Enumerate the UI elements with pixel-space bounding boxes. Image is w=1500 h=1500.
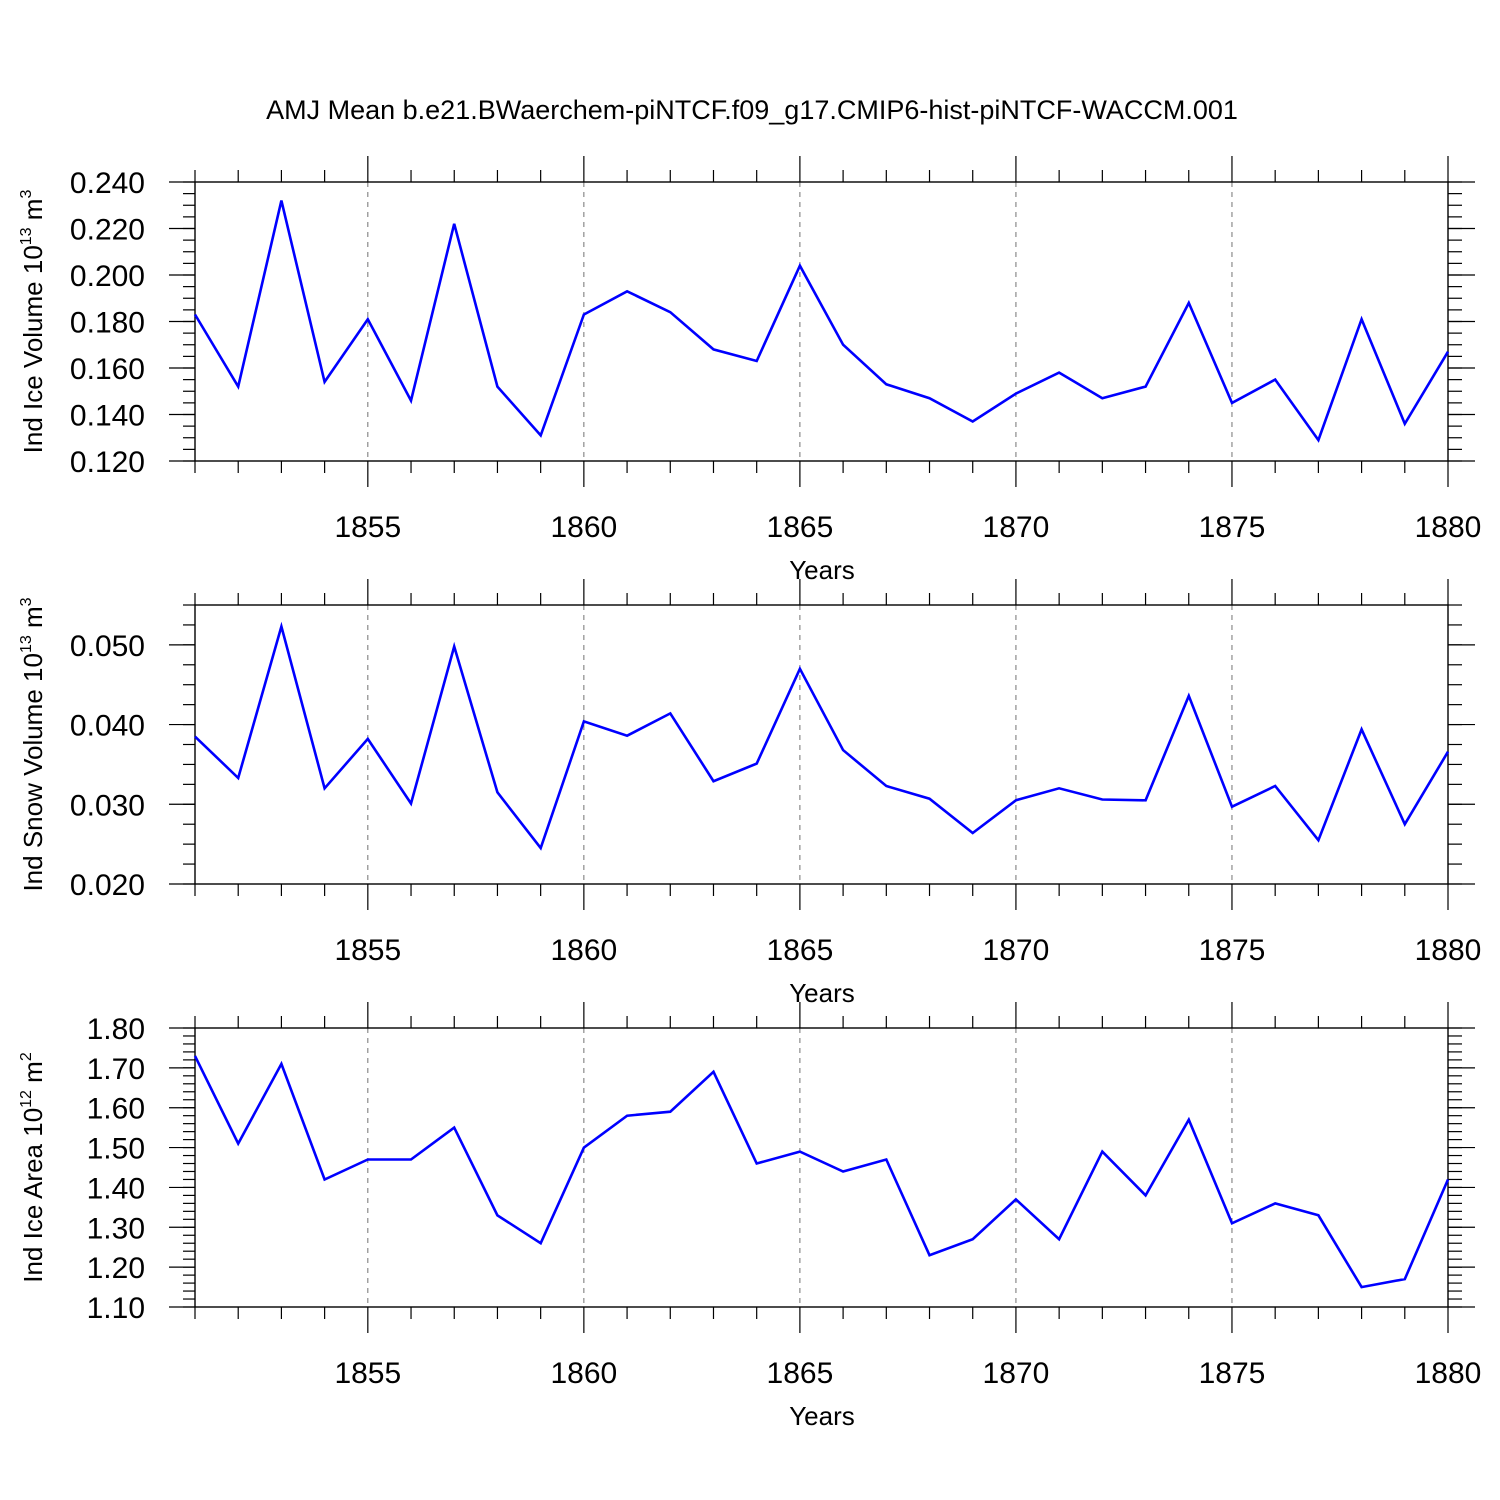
chart-panel-1: 1855 1860 1865 1870 1875 1880 0.120 0.140 0.160 0… — [18, 156, 1481, 585]
y-axis-label-exponent: 13 — [18, 635, 35, 653]
x-tick-label: 1860 — [550, 934, 617, 967]
x-tick-label: 1870 — [983, 511, 1050, 544]
y-tick-label: 0.030 — [70, 789, 145, 822]
y-axis-label: Ind Snow Volume 1013 m3 — [18, 597, 48, 891]
x-axis-label: Years — [789, 1401, 855, 1431]
y-axis-label-unit-exponent: 2 — [18, 1052, 35, 1061]
plot-frame — [194, 604, 1449, 885]
panels: 1855 1860 1865 1870 1875 1880 0.120 0.140 0.160 0… — [18, 156, 1481, 1431]
x-axis-label: Years — [789, 978, 855, 1008]
y-axis-label: Ind Ice Volume 1013 m3 — [18, 190, 48, 454]
y-tick-label: 0.180 — [70, 307, 145, 340]
y-tick-label: 0.240 — [70, 167, 145, 200]
y-axis-label-unit-exponent: 3 — [18, 597, 35, 606]
x-tick-label: 1860 — [550, 511, 617, 544]
x-tick-label: 1865 — [767, 511, 834, 544]
x-tick-label: 1875 — [1199, 511, 1266, 544]
x-tick-label: 1855 — [334, 511, 401, 544]
y-axis-label-unit-exponent: 3 — [18, 190, 35, 199]
plot-frame — [194, 181, 1449, 462]
y-axis-label-main: Ind Ice Volume 10 — [18, 245, 48, 453]
y-axis-label-exponent: 13 — [18, 227, 35, 245]
x-tick-label: 1875 — [1199, 934, 1266, 967]
y-tick-label: 1.80 — [87, 1013, 145, 1046]
y-tick-label: 0.160 — [70, 353, 145, 386]
y-tick-label: 0.220 — [70, 214, 145, 247]
y-tick-label: 0.050 — [70, 630, 145, 663]
x-tick-label: 1855 — [334, 1357, 401, 1390]
data-line — [193, 1055, 1450, 1289]
y-axis-label-main: Ind Snow Volume 10 — [18, 653, 48, 892]
y-axis-label: Ind Ice Area 1012 m2 — [18, 1052, 48, 1283]
figure-title: AMJ Mean b.e21.BWaerchem-piNTCF.f09_g17.… — [266, 95, 1238, 125]
y-tick-label: 1.10 — [87, 1292, 145, 1325]
x-tick-label: 1855 — [334, 934, 401, 967]
y-axis-label-unit: m — [18, 606, 48, 635]
y-tick-label: 1.20 — [87, 1252, 145, 1285]
y-tick-label: 1.30 — [87, 1212, 145, 1245]
x-tick-label: 1865 — [767, 934, 834, 967]
x-tick-label: 1880 — [1415, 1357, 1482, 1390]
x-tick-label: 1865 — [767, 1357, 834, 1390]
x-tick-label: 1870 — [983, 934, 1050, 967]
chart-panel-3: 1855 1860 1865 1870 1875 1880 1.10 1.20 1.30 1.40… — [18, 1002, 1481, 1431]
y-tick-label: 0.040 — [70, 710, 145, 743]
x-tick-label: 1875 — [1199, 1357, 1266, 1390]
x-tick-label: 1860 — [550, 1357, 617, 1390]
y-tick-label: 1.70 — [87, 1053, 145, 1086]
y-tick-label: 0.020 — [70, 869, 145, 902]
x-tick-label: 1870 — [983, 1357, 1050, 1390]
y-tick-label: 0.140 — [70, 400, 145, 433]
x-tick-label: 1880 — [1415, 934, 1482, 967]
x-tick-label: 1880 — [1415, 511, 1482, 544]
x-axis-label: Years — [789, 555, 855, 585]
y-axis-label-unit: m — [18, 1061, 48, 1090]
chart-panel-2: 1855 1860 1865 1870 1875 1880 0.020 0.030 0.040 0… — [18, 579, 1481, 1008]
y-tick-label: 0.200 — [70, 260, 145, 293]
data-line — [194, 621, 1450, 851]
data-line — [193, 200, 1450, 443]
y-axis-label-unit: m — [18, 199, 48, 228]
y-tick-label: 1.50 — [87, 1133, 145, 1166]
y-tick-label: 0.120 — [70, 446, 145, 479]
y-tick-label: 1.60 — [87, 1093, 145, 1126]
y-axis-label-main: Ind Ice Area 10 — [18, 1108, 48, 1283]
plot-frame — [194, 1027, 1449, 1308]
y-tick-label: 1.40 — [87, 1172, 145, 1205]
y-axis-label-exponent: 12 — [18, 1090, 35, 1108]
